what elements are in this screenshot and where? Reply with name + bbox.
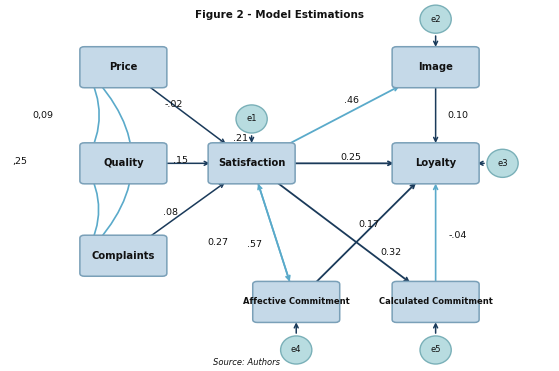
Text: Price: Price <box>109 62 138 72</box>
Text: Affective Commitment: Affective Commitment <box>243 298 349 306</box>
FancyBboxPatch shape <box>392 282 479 322</box>
Text: e1: e1 <box>247 115 257 124</box>
Text: 0.27: 0.27 <box>207 238 229 247</box>
Text: .46: .46 <box>344 96 359 105</box>
Text: Calculated Commitment: Calculated Commitment <box>378 298 492 306</box>
Text: Loyalty: Loyalty <box>415 158 456 168</box>
Text: .08: .08 <box>163 208 178 217</box>
Text: e2: e2 <box>430 15 441 24</box>
Text: 0.10: 0.10 <box>447 111 468 120</box>
Ellipse shape <box>487 149 518 177</box>
FancyBboxPatch shape <box>80 235 167 276</box>
FancyBboxPatch shape <box>80 47 167 88</box>
Text: Source: Authors: Source: Authors <box>212 358 280 367</box>
Text: Satisfaction: Satisfaction <box>218 158 285 168</box>
Text: 0,09: 0,09 <box>32 111 53 120</box>
FancyBboxPatch shape <box>253 282 340 322</box>
Text: e5: e5 <box>430 345 441 354</box>
Text: 0.32: 0.32 <box>381 247 401 256</box>
Text: Complaints: Complaints <box>92 251 155 261</box>
FancyBboxPatch shape <box>208 143 295 184</box>
Text: Image: Image <box>418 62 453 72</box>
Text: 0.17: 0.17 <box>358 220 379 229</box>
Text: e3: e3 <box>498 159 508 168</box>
Text: Quality: Quality <box>103 158 144 168</box>
Ellipse shape <box>281 336 312 364</box>
Text: -.04: -.04 <box>449 231 467 240</box>
FancyBboxPatch shape <box>392 47 479 88</box>
Text: ,25: ,25 <box>13 157 28 166</box>
Text: Figure 2 - Model Estimations: Figure 2 - Model Estimations <box>195 10 364 20</box>
Text: e4: e4 <box>291 345 301 354</box>
Text: .21: .21 <box>233 134 248 143</box>
Text: 0.25: 0.25 <box>340 153 361 162</box>
FancyBboxPatch shape <box>392 143 479 184</box>
FancyBboxPatch shape <box>80 143 167 184</box>
Ellipse shape <box>420 5 451 33</box>
Ellipse shape <box>236 105 267 133</box>
Text: .15: .15 <box>173 156 188 165</box>
Text: -.02: -.02 <box>164 100 183 109</box>
Text: .57: .57 <box>247 240 262 249</box>
Ellipse shape <box>420 336 451 364</box>
